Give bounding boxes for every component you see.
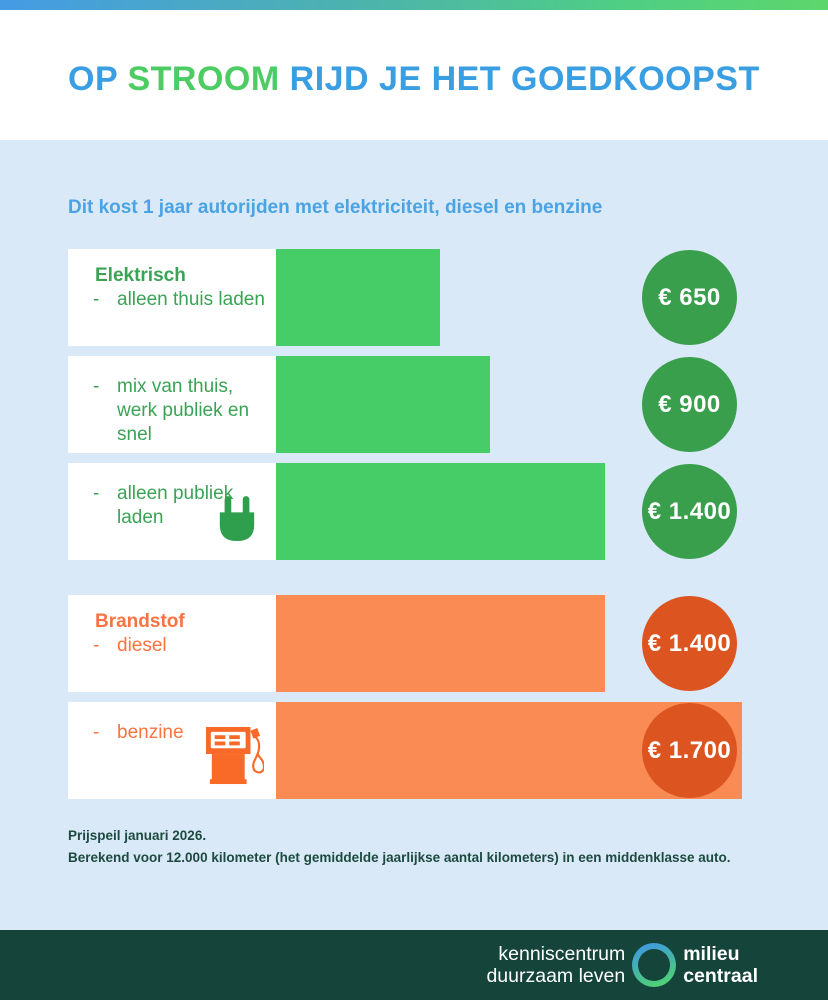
row-label-box: - mix van thuis, werk publiek en snel <box>68 356 276 453</box>
bar-brandstof-diesel <box>276 595 605 692</box>
row-label: - alleen thuis laden <box>93 289 265 310</box>
group-title-brandstof: Brandstof <box>95 611 185 632</box>
row-label-box: - benzine <box>68 702 276 799</box>
bar-elektrisch-thuis <box>276 249 440 346</box>
price-badge: € 650 <box>642 250 737 345</box>
plug-icon <box>216 496 258 553</box>
chart-row-brandstof-benzine: - benzine <box>68 702 828 799</box>
top-gradient-bar <box>0 0 828 10</box>
fuel-pump-icon <box>206 725 266 794</box>
row-label: - benzine <box>93 722 184 743</box>
group-title-elektrisch: Elektrisch <box>95 265 186 286</box>
milieu-centraal-logo: kenniscentrum duurzaam leven milieu cent… <box>486 943 758 987</box>
footnotes: Prijspeil januari 2026. Berekend voor 12… <box>68 825 731 869</box>
row-label: - diesel <box>93 635 167 656</box>
bar-elektrisch-publiek <box>276 463 605 560</box>
logo-right-text: milieu centraal <box>683 943 758 987</box>
row-label: - mix van thuis, werk publiek en snel <box>93 376 250 445</box>
title-part-3: RIJD JE HET GOEDKOOPST <box>279 60 760 98</box>
chart-row-elektrisch-thuis: Elektrisch - alleen thuis laden € 650 <box>68 249 828 346</box>
header: OP STROOM RIJD JE HET GOEDKOOPST <box>0 10 828 140</box>
price-badge: € 900 <box>642 357 737 452</box>
title-part-1: OP <box>68 60 128 98</box>
chart-row-elektrisch-mix: - mix van thuis, werk publiek en snel € … <box>68 356 828 453</box>
row-label-box: - alleen publiek laden <box>68 463 276 560</box>
chart-row-elektrisch-publiek: - alleen publiek laden € 1.400 <box>68 463 828 560</box>
price-badge: € 1.400 <box>642 596 737 691</box>
page-title: OP STROOM RIJD JE HET GOEDKOOPST <box>68 60 760 99</box>
chart-row-brandstof-diesel: Brandstof - diesel € 1.400 <box>68 595 828 692</box>
row-label: - alleen publiek laden <box>93 483 234 528</box>
price-badge: € 1.700 <box>642 703 737 798</box>
ring-logo-icon <box>632 943 677 987</box>
title-part-2: STROOM <box>127 60 280 98</box>
footer: kenniscentrum duurzaam leven milieu cent… <box>0 930 828 1000</box>
row-label-box: Elektrisch - alleen thuis laden <box>68 249 276 346</box>
logo-left-text: kenniscentrum duurzaam leven <box>486 943 626 987</box>
bar-elektrisch-mix <box>276 356 490 453</box>
row-label-box: Brandstof - diesel <box>68 595 276 692</box>
chart-area: Dit kost 1 jaar autorijden met elektrici… <box>0 140 828 930</box>
footnote-calculation: Berekend voor 12.000 kilometer (het gemi… <box>68 850 731 865</box>
price-badge: € 1.400 <box>642 464 737 559</box>
footnote-price-level: Prijspeil januari 2026. <box>68 828 207 843</box>
chart-subtitle: Dit kost 1 jaar autorijden met elektrici… <box>68 197 603 218</box>
